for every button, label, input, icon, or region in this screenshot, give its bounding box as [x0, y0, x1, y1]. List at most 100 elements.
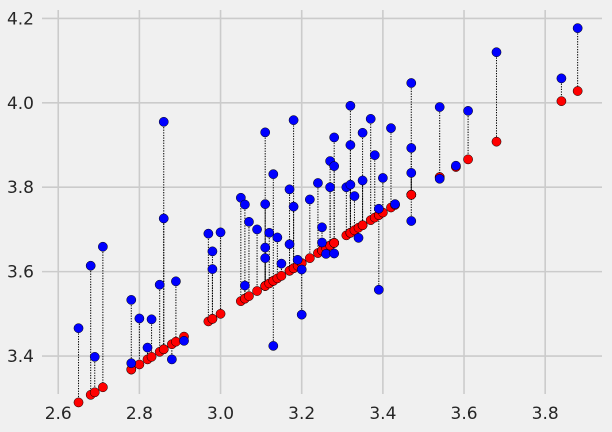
fitted-point-3	[98, 382, 108, 393]
observed-point-21	[240, 280, 250, 291]
observed-point-69	[434, 102, 445, 112]
observed-point-34	[284, 239, 295, 250]
tick-labels: 2.6 2.8 3.0 3.2 3.4 3.6 3.8 3.4 3.6 3.8 4.0 4.2	[7, 9, 559, 424]
fitted-point-73	[491, 136, 502, 147]
observed-point-20	[240, 199, 250, 210]
observed-point-74	[556, 73, 567, 84]
observed-point-62	[378, 173, 388, 183]
observed-point-40	[304, 194, 315, 205]
observed-point-24	[260, 127, 271, 138]
fitted-point-18	[215, 308, 226, 319]
observed-point-6	[134, 313, 145, 324]
observed-point-38	[296, 264, 307, 275]
y-tick-label-3: 4.0	[7, 94, 34, 114]
x-tick-label-4: 3.4	[369, 404, 396, 424]
observed-point-42	[317, 222, 327, 233]
observed-point-68	[406, 216, 417, 226]
fitted-point-75	[572, 86, 583, 96]
observed-point-53	[345, 100, 356, 111]
observed-point-17	[207, 264, 218, 274]
observed-point-35	[288, 115, 299, 125]
x-tick-label-5: 3.6	[451, 404, 478, 424]
fitted-point-13	[171, 336, 181, 347]
observed-point-7	[142, 342, 153, 353]
observed-point-8	[146, 314, 157, 325]
observed-point-46	[325, 182, 335, 193]
observed-point-58	[365, 114, 376, 124]
observed-point-41	[313, 178, 323, 188]
observed-point-36	[288, 201, 299, 212]
observed-point-37	[292, 254, 303, 265]
observed-point-71	[451, 160, 461, 171]
y-tick-label-2: 3.8	[7, 178, 34, 198]
observed-point-0	[73, 323, 84, 334]
observed-point-39	[296, 309, 307, 320]
observed-point-14	[179, 335, 189, 346]
fitted-point-23	[252, 286, 262, 296]
observed-point-18	[215, 227, 226, 238]
observed-point-48	[329, 161, 340, 171]
observed-point-23	[252, 224, 262, 235]
observed-point-27	[260, 253, 271, 263]
data-points	[73, 23, 583, 408]
observed-point-43	[317, 237, 327, 248]
observed-point-26	[260, 242, 271, 253]
observed-point-10	[158, 116, 169, 127]
observed-point-12	[167, 354, 177, 365]
fitted-point-17	[207, 314, 218, 324]
y-tick-label-0: 3.4	[7, 347, 34, 367]
observed-point-22	[244, 216, 254, 227]
observed-point-56	[357, 175, 368, 186]
observed-point-70	[434, 173, 445, 184]
observed-point-32	[276, 258, 287, 269]
fitted-point-74	[556, 96, 567, 106]
fitted-point-8	[146, 352, 157, 362]
observed-point-30	[268, 341, 279, 351]
x-tick-label-2: 3.0	[207, 404, 234, 424]
observed-point-9	[154, 279, 165, 290]
x-tick-label-1: 2.8	[126, 404, 153, 424]
observed-point-55	[353, 233, 364, 243]
observed-point-2	[89, 352, 100, 362]
observed-point-66	[406, 143, 417, 153]
observed-point-29	[268, 169, 279, 179]
observed-point-3	[98, 241, 108, 252]
observed-point-49	[329, 248, 340, 259]
observed-point-13	[171, 276, 181, 287]
x-tick-label-6: 3.8	[532, 404, 559, 424]
observed-point-31	[272, 232, 283, 243]
observed-point-59	[369, 150, 380, 161]
observed-point-4	[126, 295, 137, 305]
fitted-point-72	[463, 154, 473, 165]
fitted-point-49	[329, 238, 340, 248]
observed-point-11	[158, 213, 169, 224]
x-tick-label-0: 2.6	[45, 404, 72, 424]
y-tick-label-1: 3.6	[7, 263, 34, 283]
observed-point-25	[260, 199, 271, 209]
observed-point-57	[357, 127, 368, 138]
observed-point-28	[264, 227, 275, 238]
observed-point-51	[345, 140, 356, 150]
observed-point-61	[373, 203, 384, 214]
observed-point-60	[373, 284, 384, 295]
fitted-point-22	[244, 291, 254, 301]
observed-point-1	[85, 260, 96, 271]
observed-point-44	[321, 249, 331, 259]
fitted-point-40	[304, 253, 315, 263]
observed-point-54	[349, 191, 360, 201]
observed-point-67	[406, 168, 417, 178]
observed-point-15	[203, 228, 214, 239]
observed-point-47	[329, 132, 340, 143]
fitted-point-11	[158, 344, 169, 355]
fitted-point-57	[357, 220, 368, 231]
fitted-point-6	[134, 359, 145, 370]
observed-point-72	[463, 106, 473, 116]
observed-point-75	[572, 23, 583, 33]
fitted-point-2	[89, 387, 100, 398]
observed-point-73	[491, 47, 502, 58]
observed-point-33	[284, 184, 295, 195]
fitted-point-68	[406, 189, 417, 200]
fitted-point-0	[73, 397, 84, 408]
